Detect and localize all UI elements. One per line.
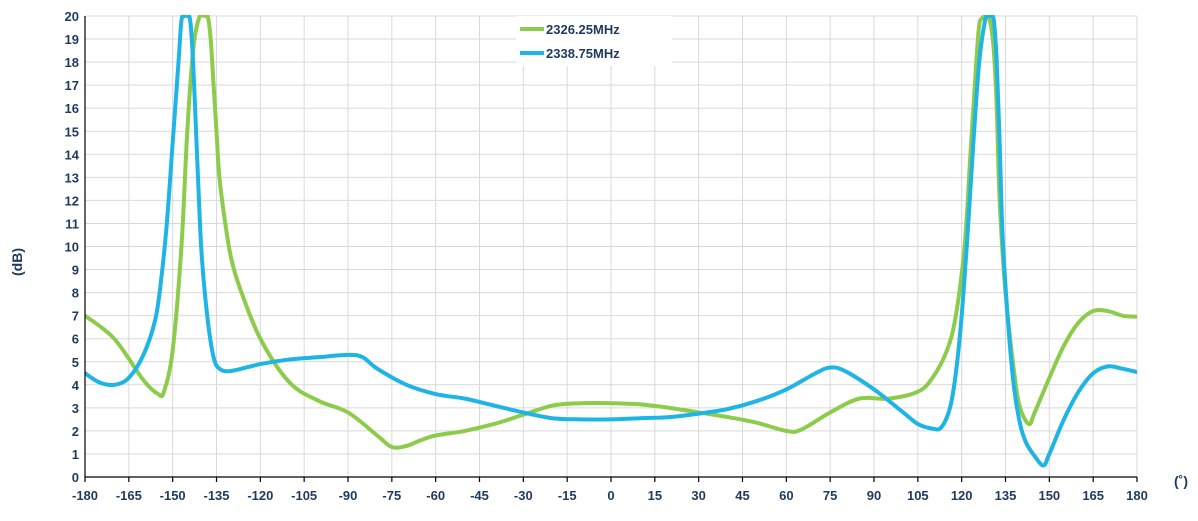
x-tick-label: 135 bbox=[995, 488, 1017, 503]
x-tick-label: -15 bbox=[558, 488, 577, 503]
y-tick-label: 10 bbox=[65, 240, 79, 255]
y-tick-label: 7 bbox=[72, 309, 79, 324]
x-tick-label: 75 bbox=[823, 488, 837, 503]
x-tick-label: -45 bbox=[470, 488, 489, 503]
x-tick-label: -165 bbox=[116, 488, 142, 503]
x-tick-label: 165 bbox=[1082, 488, 1104, 503]
x-tick-label: 120 bbox=[951, 488, 973, 503]
y-tick-label: 5 bbox=[72, 355, 79, 370]
legend-box bbox=[516, 16, 672, 66]
y-tick-label: 13 bbox=[65, 170, 79, 185]
y-tick-label: 4 bbox=[72, 378, 80, 393]
y-tick-label: 12 bbox=[65, 193, 79, 208]
y-tick-label: 18 bbox=[65, 55, 79, 70]
x-tick-label: 150 bbox=[1038, 488, 1060, 503]
y-tick-label: 14 bbox=[65, 147, 80, 162]
x-tick-label: 105 bbox=[907, 488, 929, 503]
y-tick-label: 3 bbox=[72, 401, 79, 416]
x-tick-label: -150 bbox=[160, 488, 186, 503]
y-tick-label: 6 bbox=[72, 332, 79, 347]
x-tick-label: 90 bbox=[867, 488, 881, 503]
x-tick-label: -120 bbox=[247, 488, 273, 503]
x-tick-label: -135 bbox=[203, 488, 229, 503]
y-axis-title: (dB) bbox=[9, 248, 25, 276]
x-tick-label: -30 bbox=[514, 488, 533, 503]
y-tick-label: 8 bbox=[72, 286, 79, 301]
x-tick-label: 180 bbox=[1126, 488, 1148, 503]
y-tick-label: 0 bbox=[72, 470, 79, 485]
x-tick-label: 15 bbox=[648, 488, 662, 503]
x-axis-title: (˚) bbox=[1174, 473, 1188, 489]
y-tick-label: 15 bbox=[65, 124, 79, 139]
legend: 2326.25MHz 2338.75MHz bbox=[516, 16, 672, 66]
y-tick-label: 17 bbox=[65, 78, 79, 93]
y-tick-label: 11 bbox=[65, 216, 79, 231]
x-tick-label: -180 bbox=[72, 488, 98, 503]
legend-label: 2326.25MHz bbox=[546, 22, 620, 37]
x-tick-label: -90 bbox=[339, 488, 358, 503]
series-layer bbox=[85, 15, 1137, 468]
legend-label: 2338.75MHz bbox=[546, 46, 620, 61]
x-tick-label: -75 bbox=[382, 488, 401, 503]
y-tick-label: 2 bbox=[72, 424, 79, 439]
x-tick-label: -60 bbox=[426, 488, 445, 503]
y-tick-label: 1 bbox=[72, 447, 79, 462]
x-tick-label: 60 bbox=[779, 488, 793, 503]
y-tick-label: 16 bbox=[65, 101, 79, 116]
x-tick-label: 45 bbox=[735, 488, 749, 503]
x-tick-label: 0 bbox=[607, 488, 614, 503]
x-tick-label: 30 bbox=[691, 488, 705, 503]
y-tick-label: 9 bbox=[72, 263, 79, 278]
series-line-1 bbox=[85, 15, 1137, 468]
y-tick-label: 20 bbox=[65, 9, 79, 24]
x-tick-label: -105 bbox=[291, 488, 317, 503]
y-tick-label: 19 bbox=[65, 32, 79, 47]
